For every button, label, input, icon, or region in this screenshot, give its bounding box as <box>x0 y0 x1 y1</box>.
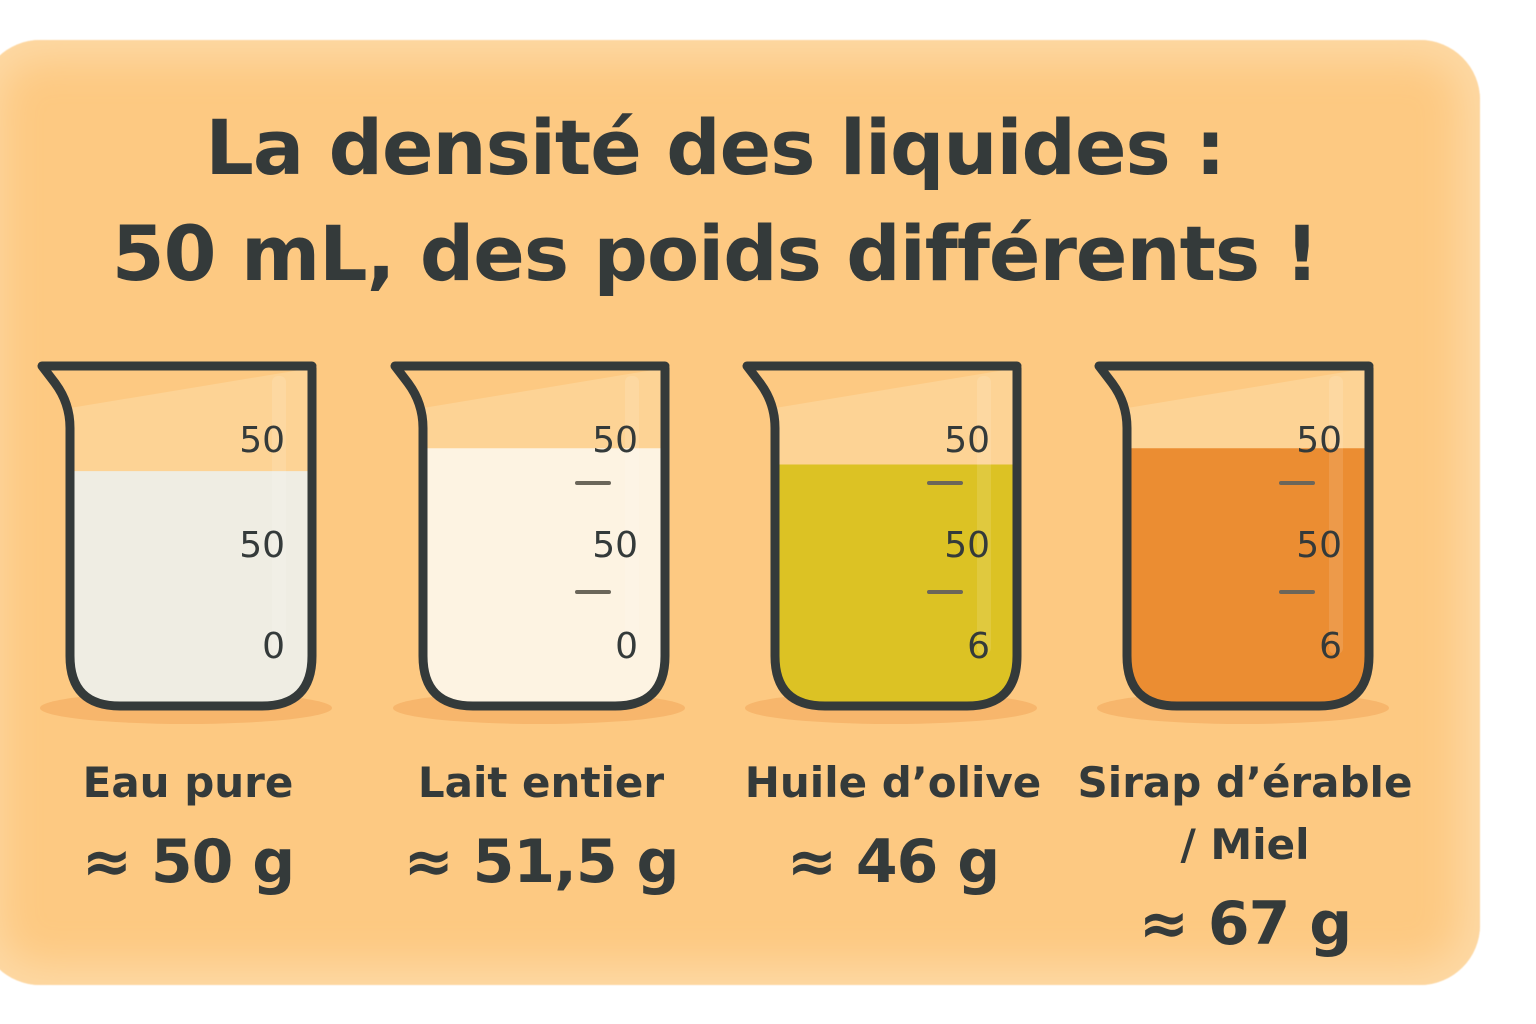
beaker: 50 50 0 <box>390 361 685 724</box>
liquid <box>71 471 311 705</box>
scale-label: 50 <box>592 420 638 461</box>
beaker-caption: Sirap d’érable / Miel ≈ 67 g <box>1065 752 1425 964</box>
glass-highlight <box>272 376 286 654</box>
beaker: 50 50 6 <box>1094 361 1389 724</box>
liquid-name: Sirap d’érable <box>1077 758 1413 807</box>
liquid-mass: ≈ 51,5 g <box>403 827 679 897</box>
glass-highlight <box>977 376 991 654</box>
title-line-1: La densité des liquides : <box>205 103 1225 192</box>
scale-label: 50 <box>944 525 990 566</box>
scale-label: 50 <box>1296 420 1342 461</box>
liquid-name: Eau pure <box>82 758 294 807</box>
scale-label: 50 <box>944 420 990 461</box>
liquid-name: Huile d’olive <box>744 758 1042 807</box>
scale-label: 6 <box>1319 626 1342 667</box>
liquid-mass: ≈ 46 g <box>786 827 1001 897</box>
scale-label: 50 <box>239 420 285 461</box>
page-title: La densité des liquides : 50 mL, des poi… <box>0 95 1430 307</box>
liquid-name-line-2: / Miel <box>1180 820 1310 869</box>
beaker-caption: Huile d’olive ≈ 46 g <box>713 752 1073 902</box>
beaker-caption: Lait entier ≈ 51,5 g <box>361 752 721 902</box>
scale-label: 6 <box>967 626 990 667</box>
scale-label: 0 <box>615 626 638 667</box>
liquid-mass: ≈ 67 g <box>1138 889 1353 959</box>
beaker: 50 50 0 <box>37 361 332 724</box>
liquid <box>424 448 664 705</box>
glass-highlight <box>1329 376 1343 654</box>
beaker-outline <box>1094 361 1374 711</box>
liquid-mass: ≈ 50 g <box>81 827 296 897</box>
beaker-outline <box>390 361 670 711</box>
scale-label: 0 <box>262 626 285 667</box>
liquid <box>1128 448 1368 705</box>
liquid-name: Lait entier <box>417 758 665 807</box>
liquid <box>776 464 1016 705</box>
title-line-2: 50 mL, des poids différents ! <box>111 209 1320 298</box>
scale-label: 50 <box>1296 525 1342 566</box>
beaker-outline <box>37 361 317 711</box>
beaker-outline <box>742 361 1022 711</box>
scale-label: 50 <box>592 525 638 566</box>
beaker: 50 50 6 <box>742 361 1037 724</box>
beaker-caption: Eau pure ≈ 50 g <box>8 752 368 902</box>
scale-label: 50 <box>239 525 285 566</box>
glass-highlight <box>625 376 639 654</box>
